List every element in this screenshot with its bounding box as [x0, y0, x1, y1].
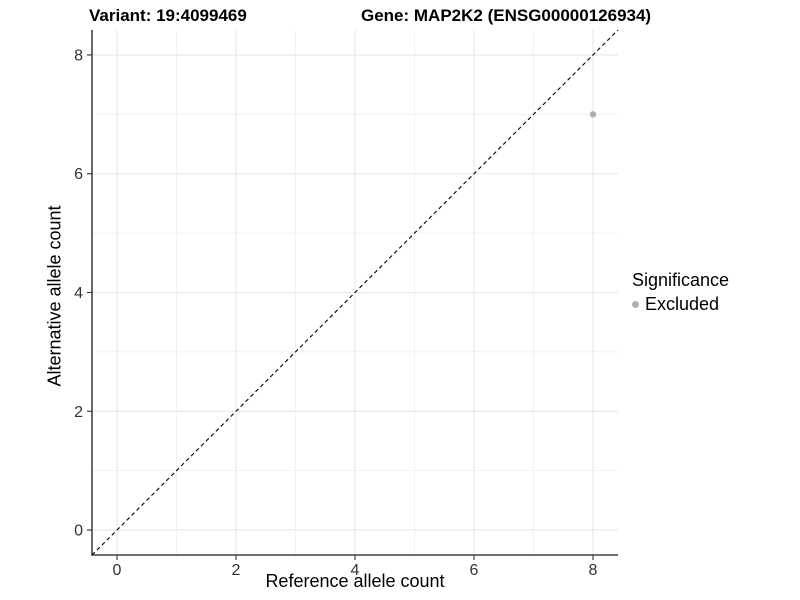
y-tick-label: 8 [74, 47, 83, 64]
legend-point-icon [632, 301, 639, 308]
y-tick-label: 6 [74, 166, 83, 183]
y-tick-label: 0 [74, 523, 83, 540]
x-tick-label: 6 [470, 562, 479, 579]
y-axis-title: Alternative allele count [44, 205, 65, 387]
y-tick-label: 4 [74, 285, 83, 302]
y-tick-label: 2 [74, 404, 83, 421]
x-tick-label: 2 [232, 562, 241, 579]
legend-title: Significance [632, 270, 730, 290]
x-tick-label: 8 [589, 562, 598, 579]
identity-line [91, 29, 619, 556]
x-tick-label: 0 [113, 562, 122, 579]
x-tick-label: 4 [351, 562, 360, 579]
variant-title: Variant: 19:4099469 [89, 6, 247, 25]
legend-entry: Excluded [632, 294, 729, 315]
legend-entries: Excluded [632, 294, 729, 315]
legend-entry-label: Excluded [645, 294, 720, 314]
x-axis-title: Reference allele count [265, 571, 445, 591]
gene-title: Gene: MAP2K2 (ENSG00000126934) [361, 6, 652, 25]
legend: Significance Excluded [632, 270, 729, 315]
data-point [589, 111, 597, 118]
